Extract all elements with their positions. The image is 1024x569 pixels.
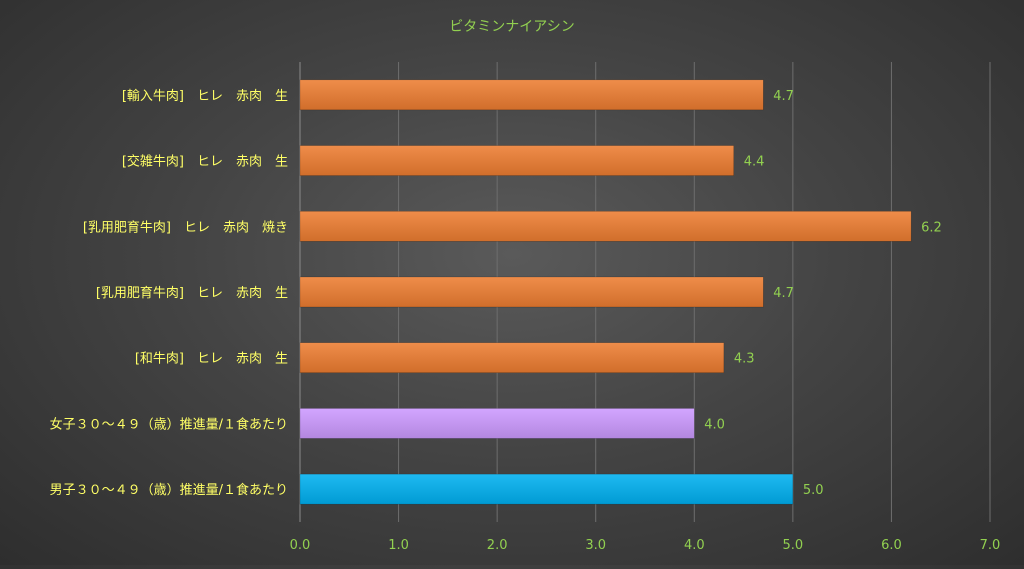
- x-tick-label: 0.0: [290, 538, 311, 553]
- x-tick-label: 7.0: [980, 538, 1001, 553]
- category-label: [乳用肥育牛肉] ヒレ 赤肉 焼き: [83, 219, 288, 235]
- x-tick-label: 1.0: [388, 538, 409, 553]
- x-tick-label: 5.0: [783, 538, 804, 553]
- x-tick-label: 4.0: [684, 538, 705, 553]
- bar-shade: [300, 474, 793, 505]
- value-label: 6.2: [921, 220, 942, 235]
- category-label: [乳用肥育牛肉] ヒレ 赤肉 生: [96, 285, 288, 301]
- bar-shade: [300, 79, 764, 110]
- category-label: 男子３０～４９（歳）推進量/１食あたり: [50, 482, 288, 498]
- bar-shade: [300, 145, 734, 176]
- bar-shade: [300, 277, 764, 307]
- x-tick-label: 2.0: [487, 538, 508, 553]
- labels: 0.0 1.0 2.0 3.0 4.0 5.0 6.0 7.0 4.7 [輸入牛肉] ヒレ 赤肉 …: [50, 89, 1001, 553]
- value-label: 4.3: [734, 352, 755, 367]
- bars: [299, 79, 912, 505]
- value-label: 4.7: [773, 286, 794, 301]
- category-label: [輸入牛肉] ヒレ 赤肉 生: [122, 89, 288, 104]
- category-label: [交雑牛肉] ヒレ 赤肉 生: [122, 154, 288, 170]
- chart-title: ビタミンナイアシン: [449, 19, 574, 35]
- value-label: 4.7: [773, 89, 794, 104]
- value-label: 4.0: [704, 417, 725, 432]
- category-label: 女子３０～４９（歳）推進量/１食あたり: [50, 416, 288, 432]
- x-tick-label: 6.0: [881, 538, 902, 553]
- value-label: 5.0: [803, 483, 824, 498]
- category-label: [和牛肉] ヒレ 赤肉 生: [135, 352, 288, 367]
- x-tick-label: 3.0: [585, 538, 606, 553]
- value-label: 4.4: [744, 155, 765, 170]
- bar-shade: [300, 211, 912, 242]
- bar-shade: [300, 408, 695, 439]
- bar-shade: [300, 342, 724, 373]
